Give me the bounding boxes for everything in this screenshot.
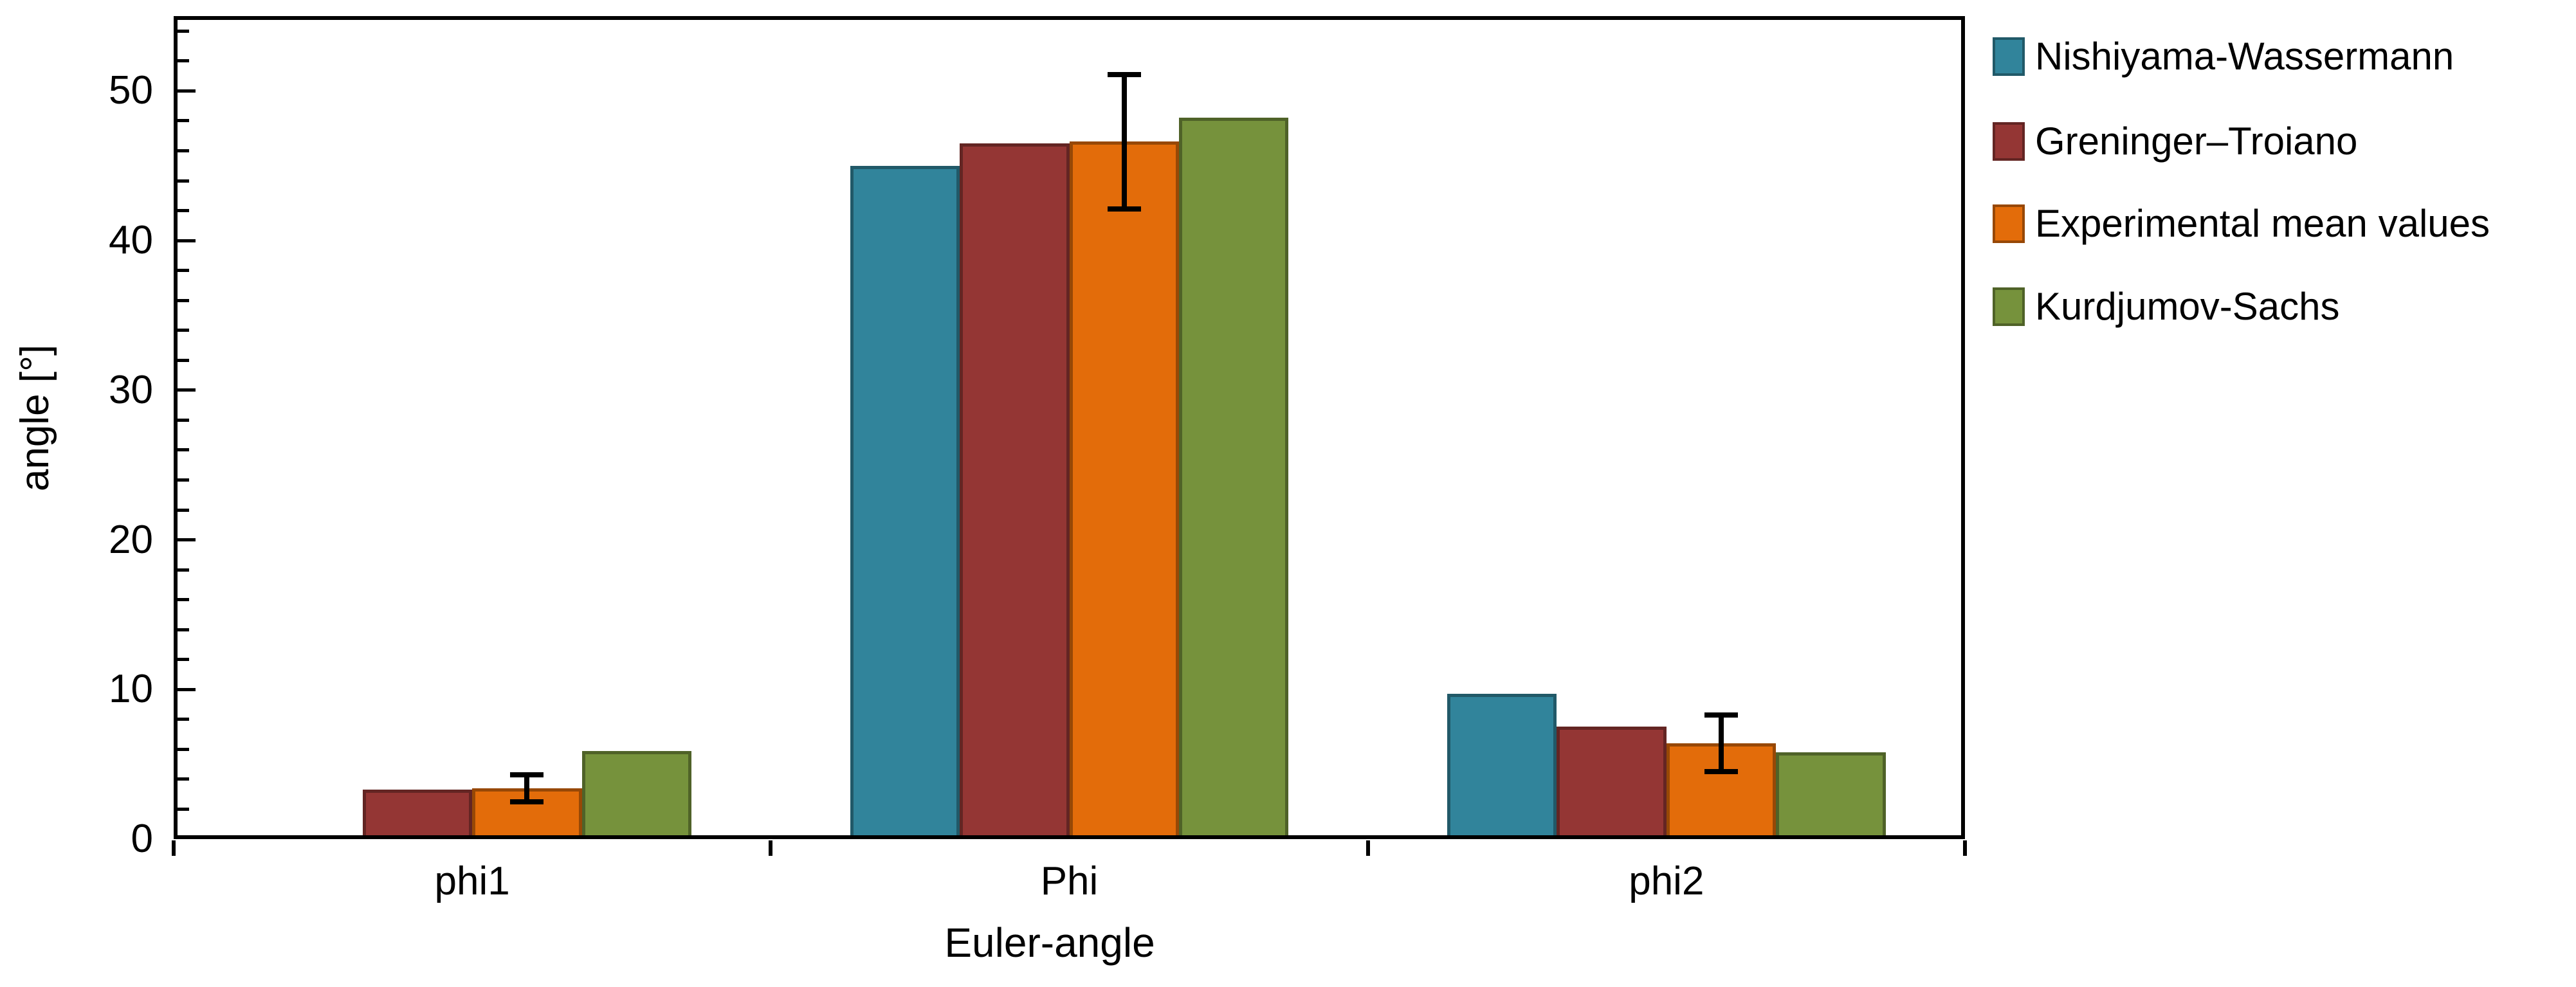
y-minor-tick xyxy=(176,269,189,273)
y-minor-tick xyxy=(176,209,189,213)
legend-label: Kurdjumov-Sachs xyxy=(2035,285,2340,328)
y-minor-tick xyxy=(176,298,189,302)
y-minor-tick xyxy=(176,628,189,631)
bar-Phi-series3 xyxy=(1069,141,1179,839)
legend-item-2: Greninger–Troiano xyxy=(1993,118,2357,165)
legend-swatch-icon xyxy=(1993,122,2025,161)
y-minor-tick xyxy=(176,59,189,63)
bar-Phi-series4 xyxy=(1178,118,1289,839)
legend-swatch-icon xyxy=(1993,37,2025,76)
y-minor-tick xyxy=(176,508,189,512)
y-minor-tick xyxy=(176,658,189,662)
legend-item-3: Experimental mean values xyxy=(1993,201,2490,247)
y-tick-label: 40 xyxy=(109,218,153,263)
error-bar-Phi xyxy=(1121,74,1127,210)
legend-swatch-icon xyxy=(1993,204,2025,243)
error-bar-cap-bottom xyxy=(510,799,544,804)
x-category-label: Phi xyxy=(1040,859,1099,903)
bar-phi2-series1 xyxy=(1447,694,1557,839)
y-major-tick xyxy=(176,388,196,392)
y-minor-tick xyxy=(176,358,189,362)
bar-phi1-series4 xyxy=(581,750,691,839)
error-bar-phi2 xyxy=(1719,714,1724,772)
y-major-tick xyxy=(176,538,196,542)
x-category-label: phi1 xyxy=(434,859,510,903)
y-minor-tick xyxy=(176,179,189,183)
y-minor-tick xyxy=(176,119,189,123)
error-bar-cap-top xyxy=(1704,712,1739,718)
y-minor-tick xyxy=(176,29,189,33)
bar-phi2-series2 xyxy=(1557,727,1667,839)
y-minor-tick xyxy=(176,448,189,452)
y-minor-tick xyxy=(176,807,189,811)
x-boundary-tick xyxy=(769,840,773,856)
y-minor-tick xyxy=(176,418,189,422)
legend-label: Nishiyama-Wassermann xyxy=(2035,35,2454,78)
error-bar-cap-top xyxy=(1107,71,1141,77)
bar-phi1-series2 xyxy=(362,790,473,839)
legend-item-4: Kurdjumov-Sachs xyxy=(1993,284,2340,330)
bar-Phi-series2 xyxy=(960,143,1070,839)
y-minor-tick xyxy=(176,777,189,781)
bar-phi2-series4 xyxy=(1776,752,1886,839)
x-category-label: phi2 xyxy=(1629,859,1704,903)
legend-label: Experimental mean values xyxy=(2035,202,2490,245)
legend-label: Greninger–Troiano xyxy=(2035,120,2358,163)
legend-swatch-icon xyxy=(1993,287,2025,326)
error-bar-phi1 xyxy=(524,774,530,802)
y-major-tick xyxy=(176,239,196,242)
y-tick-label: 30 xyxy=(109,367,153,412)
y-tick-label: 10 xyxy=(109,667,153,712)
y-minor-tick xyxy=(176,718,189,721)
y-minor-tick xyxy=(176,568,189,572)
bar-Phi-series1 xyxy=(850,165,960,839)
y-tick-label: 0 xyxy=(131,817,153,861)
error-bar-cap-bottom xyxy=(1704,769,1739,775)
y-minor-tick xyxy=(176,478,189,482)
y-major-tick xyxy=(176,89,196,93)
x-boundary-tick xyxy=(1963,840,1967,856)
y-minor-tick xyxy=(176,149,189,152)
y-minor-tick xyxy=(176,747,189,751)
x-boundary-tick xyxy=(1366,840,1370,856)
legend-item-1: Nishiyama-Wassermann xyxy=(1993,33,2454,80)
error-bar-cap-bottom xyxy=(1107,206,1141,212)
x-axis-title: Euler-angle xyxy=(944,919,1155,966)
error-bar-cap-top xyxy=(510,772,544,777)
y-major-tick xyxy=(176,687,196,691)
y-axis-title: angle [°] xyxy=(13,344,57,492)
y-tick-label: 50 xyxy=(109,68,153,113)
x-boundary-tick xyxy=(172,840,176,856)
y-minor-tick xyxy=(176,598,189,602)
y-minor-tick xyxy=(176,329,189,332)
y-tick-label: 20 xyxy=(109,517,153,562)
